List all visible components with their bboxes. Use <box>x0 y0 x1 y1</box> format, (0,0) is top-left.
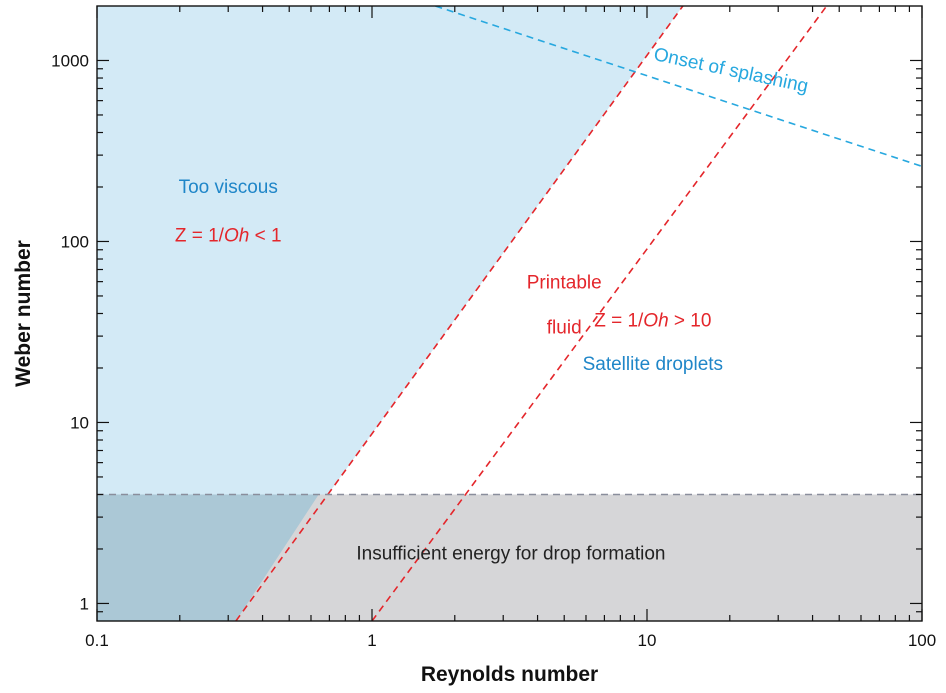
line-z1 <box>235 6 684 621</box>
annotation-part: Oh <box>643 310 668 331</box>
annotation-part: Z = 1/ <box>594 310 644 331</box>
annotation-splashing: Onset of splashing <box>652 44 810 97</box>
chart-regions <box>97 6 922 621</box>
x-tick-label: 1 <box>367 631 376 650</box>
x-tick-label: 10 <box>638 631 657 650</box>
region-viscous <box>97 6 683 621</box>
chart-annotations: Too viscous Z = 1/Oh < 1 Printable fluid Z =… <box>175 44 810 564</box>
annotation-part: Z = 1/ <box>175 225 225 246</box>
annotation-too-viscous: Too viscous <box>179 177 278 198</box>
annotation-part: < 1 <box>249 225 281 246</box>
annotation-part: > 10 <box>669 310 712 331</box>
x-tick-label: 0.1 <box>85 631 109 650</box>
annotation-satellite: Satellite droplets <box>583 354 723 375</box>
region-overlap <box>97 494 319 621</box>
chart-lines <box>97 6 922 621</box>
annotation-printable: Printable <box>527 272 602 293</box>
annotation-fluid: fluid <box>547 318 582 339</box>
y-tick-label: 100 <box>61 232 89 251</box>
line-splash <box>435 6 922 168</box>
axis-ticks: 0.1 1 10 100 1 10 100 1000 <box>51 6 936 650</box>
annotation-insufficient: Insufficient energy for drop formation <box>356 543 665 564</box>
y-tick-label: 1 <box>80 594 89 613</box>
x-tick-label: 100 <box>908 631 936 650</box>
line-z10 <box>371 6 828 621</box>
x-axis-title: Reynolds number <box>421 663 598 686</box>
y-axis-title: Weber number <box>12 240 35 387</box>
annotation-part: Oh <box>224 225 249 246</box>
region-energy <box>97 494 922 621</box>
annotation-z-lt-1: Z = 1/Oh < 1 <box>175 225 282 246</box>
y-tick-label: 1000 <box>51 51 89 70</box>
annotation-z-gt-10: Z = 1/Oh > 10 <box>594 310 711 331</box>
y-tick-label: 10 <box>70 413 89 432</box>
